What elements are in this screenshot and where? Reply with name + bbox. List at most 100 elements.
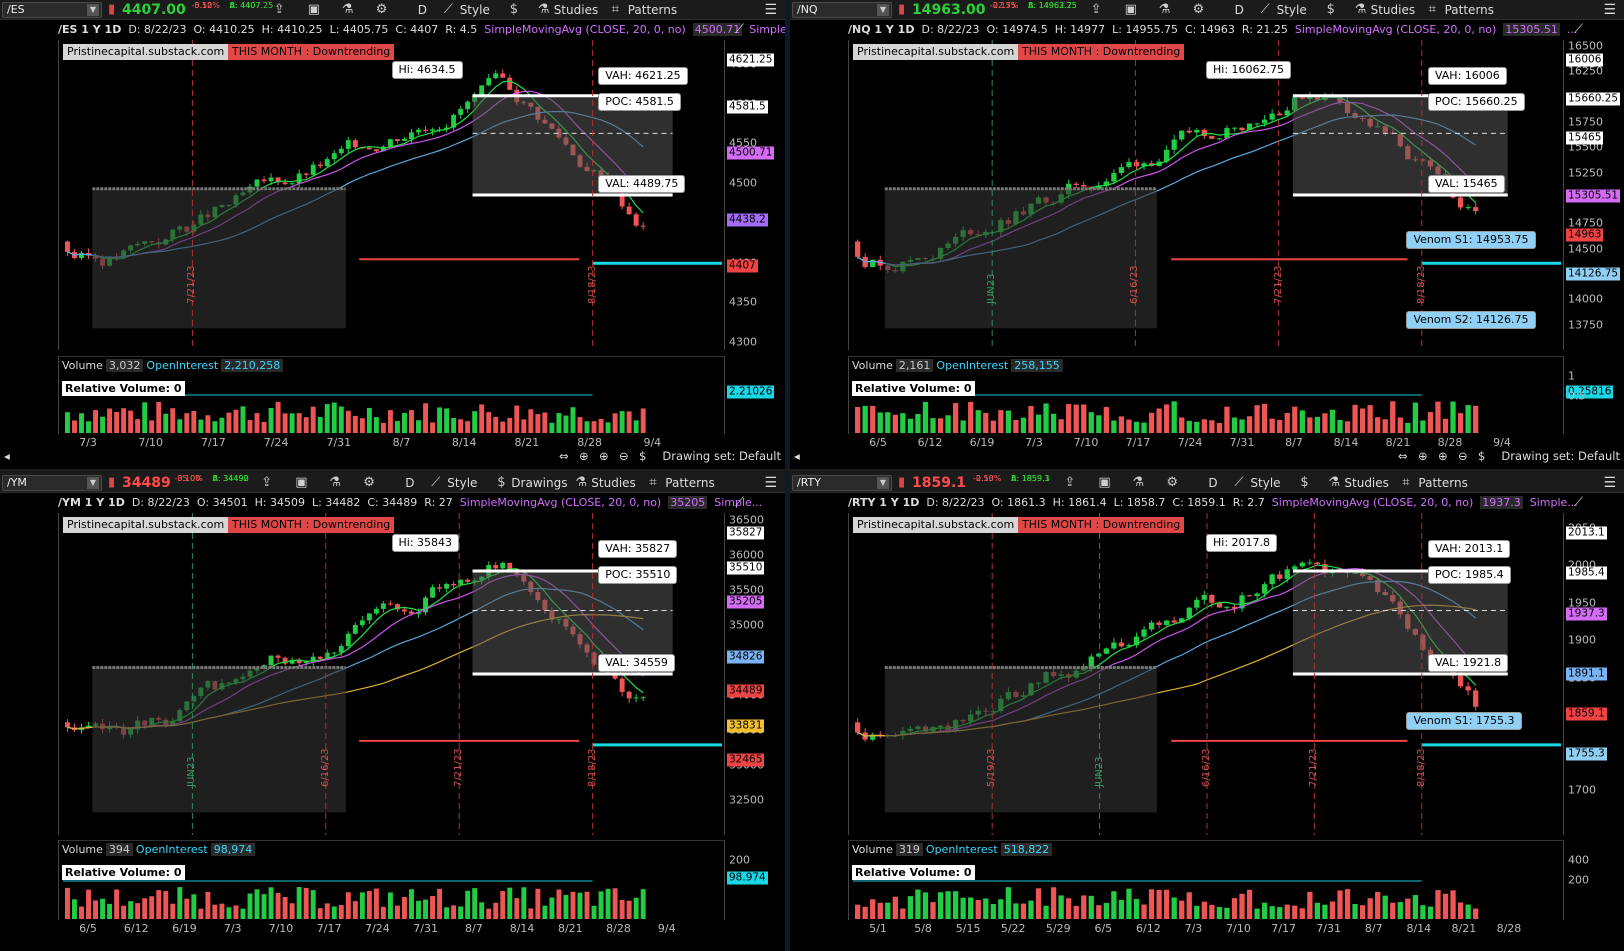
dollar-icon[interactable]: $ <box>639 449 647 463</box>
period-button[interactable]: D <box>405 476 415 490</box>
pencil-icon[interactable]: $ <box>509 2 518 17</box>
date-axis[interactable]: 6/5 6/12 6/19 7/3 7/10 7/17 7/24 7/31 8/7 8/14 8/2… <box>848 436 1564 452</box>
gear-icon[interactable]: ⚙ <box>1192 2 1205 17</box>
style-button[interactable]: Style <box>1250 476 1281 490</box>
menu-icon[interactable]: ☰ <box>1603 475 1616 491</box>
patterns-button[interactable]: Patterns <box>1418 476 1468 490</box>
chevron-down-icon[interactable]: ▼ <box>877 4 889 16</box>
grid-icon[interactable]: ▣ <box>295 475 308 490</box>
expand-icon[interactable]: ⇔ <box>1398 449 1408 463</box>
zoom-out-icon[interactable]: ⊖ <box>1458 449 1468 463</box>
symbol-input[interactable]: /ES ▼ <box>2 2 102 18</box>
date-axis[interactable]: 7/3 7/10 7/17 7/24 7/31 8/7 8/14 8/21 8/28 9/4 <box>58 436 725 452</box>
patterns-icon[interactable]: ⌗ <box>1402 475 1410 490</box>
zoom-in-icon[interactable]: ⊕ <box>1438 449 1448 463</box>
volume-pane[interactable]: Volume 394 OpenInterest 98,974 Relative Volu… <box>58 840 725 920</box>
crosshair-icon[interactable]: ⊕ <box>579 449 589 463</box>
flask-icon[interactable]: ⚗ <box>329 475 341 490</box>
price-plot[interactable]: JUN23 6/16/23 7/21/23 8/18/23 Pristinecapita… <box>58 513 725 835</box>
chevron-down-icon[interactable]: ▼ <box>877 477 889 489</box>
study-name[interactable]: SimpleMovingAvg (CLOSE, 20, 0, no) <box>484 23 686 36</box>
expand-icon[interactable]: ⇔ <box>559 449 569 463</box>
gear-icon[interactable]: ⚙ <box>1166 475 1179 490</box>
vertical-divider[interactable] <box>785 0 790 951</box>
dollar-icon[interactable]: $ <box>1478 449 1486 463</box>
grid-icon[interactable]: ▣ <box>307 2 320 17</box>
style-button[interactable]: Style <box>459 3 490 17</box>
menu-icon[interactable]: ☰ <box>764 475 777 491</box>
period-button[interactable]: D <box>417 3 427 17</box>
flask-icon[interactable]: ⚗ <box>1158 2 1171 17</box>
flask-icon[interactable]: ⚗ <box>341 2 354 17</box>
drawing-tool-icon[interactable]: ⟋ <box>735 495 745 510</box>
price-axis[interactable]: 465046004550450044504400435043004621.254… <box>725 40 785 350</box>
share-icon[interactable]: ⇪ <box>1064 475 1076 490</box>
chevron-down-icon[interactable]: ▼ <box>87 4 99 16</box>
price-plot[interactable]: 7/21/23 8/18/23 Pristinecapital.substack.c… <box>58 40 725 350</box>
more-studies[interactable]: ... <box>1566 23 1578 36</box>
studies-button[interactable]: Studies <box>1344 476 1389 490</box>
more-studies[interactable]: Simple... <box>1529 496 1578 509</box>
share-icon[interactable]: ⇪ <box>1090 2 1102 17</box>
grid-icon[interactable]: ▣ <box>1098 475 1111 490</box>
study-name[interactable]: SimpleMovingAvg (CLOSE, 20, 0, no) <box>1294 23 1497 36</box>
patterns-icon[interactable]: ⌗ <box>1428 2 1436 17</box>
horizontal-divider[interactable] <box>0 469 1624 473</box>
price-plot[interactable]: 5/19/23 JUN23 6/16/23 7/21/23 8/18/23 Pristin… <box>848 513 1564 835</box>
symbol-input[interactable]: /YM ▼ <box>2 475 102 491</box>
flask-icon[interactable]: ⚗ <box>575 475 587 490</box>
bell-icon[interactable]: ▮ <box>898 2 906 17</box>
style-icon[interactable]: ⟋ <box>431 475 441 490</box>
period-button[interactable]: D <box>1208 476 1218 490</box>
patterns-button[interactable]: Patterns <box>1444 3 1495 17</box>
style-button[interactable]: Style <box>447 476 478 490</box>
style-icon[interactable]: ⟋ <box>1260 2 1270 17</box>
price-axis[interactable]: 1650016250160001575015500152501500014750… <box>1564 40 1624 350</box>
volume-axis[interactable]: 400200<thousan... <box>1564 840 1624 920</box>
flask-icon[interactable]: ⚗ <box>537 2 550 17</box>
more-studies[interactable]: Simple... <box>714 496 763 509</box>
share-icon[interactable]: ⇪ <box>261 475 273 490</box>
symbol-input[interactable]: /NQ ▼ <box>792 2 892 18</box>
crosshair-icon[interactable]: ⊕ <box>1418 449 1428 463</box>
patterns-icon[interactable]: ⌗ <box>649 475 657 490</box>
zoom-in-icon[interactable]: ⊕ <box>599 449 609 463</box>
chevron-down-icon[interactable]: ▼ <box>87 477 99 489</box>
pencil-icon[interactable]: $ <box>1326 2 1335 17</box>
studies-button[interactable]: Studies <box>1370 3 1416 17</box>
patterns-button[interactable]: Patterns <box>627 3 678 17</box>
volume-axis[interactable]: 2.21026<millions> <box>725 356 785 434</box>
flask-icon[interactable]: ⚗ <box>1354 2 1367 17</box>
price-axis[interactable]: 205020001950190018501800175017002013.119… <box>1564 513 1624 835</box>
drawings-button[interactable]: Drawings <box>511 476 568 490</box>
flask-icon[interactable]: ⚗ <box>1132 475 1145 490</box>
patterns-button[interactable]: Patterns <box>665 476 715 490</box>
study-name[interactable]: SimpleMovingAvg (CLOSE, 20, 0, no) <box>1271 496 1474 509</box>
price-plot[interactable]: JUN23 6/16/23 7/21/23 8/18/23 Pristinecapita… <box>848 40 1564 350</box>
drawing-set-label[interactable]: Drawing set: Default <box>1501 449 1620 463</box>
scroll-left-icon[interactable]: ◂ <box>4 449 10 463</box>
bell-icon[interactable]: ▮ <box>898 475 906 490</box>
share-icon[interactable]: ⇪ <box>273 2 285 17</box>
volume-pane[interactable]: Volume 3,032 OpenInterest 2,210,258 Relative… <box>58 356 725 434</box>
more-studies[interactable]: Simple... <box>749 23 785 36</box>
style-icon[interactable]: ⟋ <box>443 2 453 17</box>
bell-icon[interactable]: ▮ <box>108 2 116 17</box>
menu-icon[interactable]: ☰ <box>764 2 777 18</box>
zoom-out-icon[interactable]: ⊖ <box>619 449 629 463</box>
gear-icon[interactable]: ⚙ <box>363 475 375 490</box>
study-name[interactable]: SimpleMovingAvg (CLOSE, 20, 0, no) <box>459 496 662 509</box>
menu-icon[interactable]: ☰ <box>1603 2 1616 18</box>
flask-icon[interactable]: ⚗ <box>1328 475 1341 490</box>
scroll-left-icon[interactable]: ◂ <box>794 449 800 463</box>
pencil-icon[interactable]: $ <box>1300 475 1309 490</box>
studies-button[interactable]: Studies <box>553 3 599 17</box>
drawing-tool-icon[interactable]: ⟋ <box>1574 22 1584 37</box>
gear-icon[interactable]: ⚙ <box>375 2 388 17</box>
date-axis[interactable]: 5/1 5/8 5/15 5/22 5/29 6/5 6/12 7/3 7/10 7/17 7/31… <box>848 922 1564 938</box>
drawing-tool-icon[interactable]: ⟋ <box>1574 495 1584 510</box>
drawing-tool-icon[interactable]: ⟋ <box>735 22 745 37</box>
volume-pane[interactable]: Volume 2,161 OpenInterest 258,155 Relative V… <box>848 356 1564 434</box>
pencil-icon[interactable]: $ <box>497 475 506 490</box>
